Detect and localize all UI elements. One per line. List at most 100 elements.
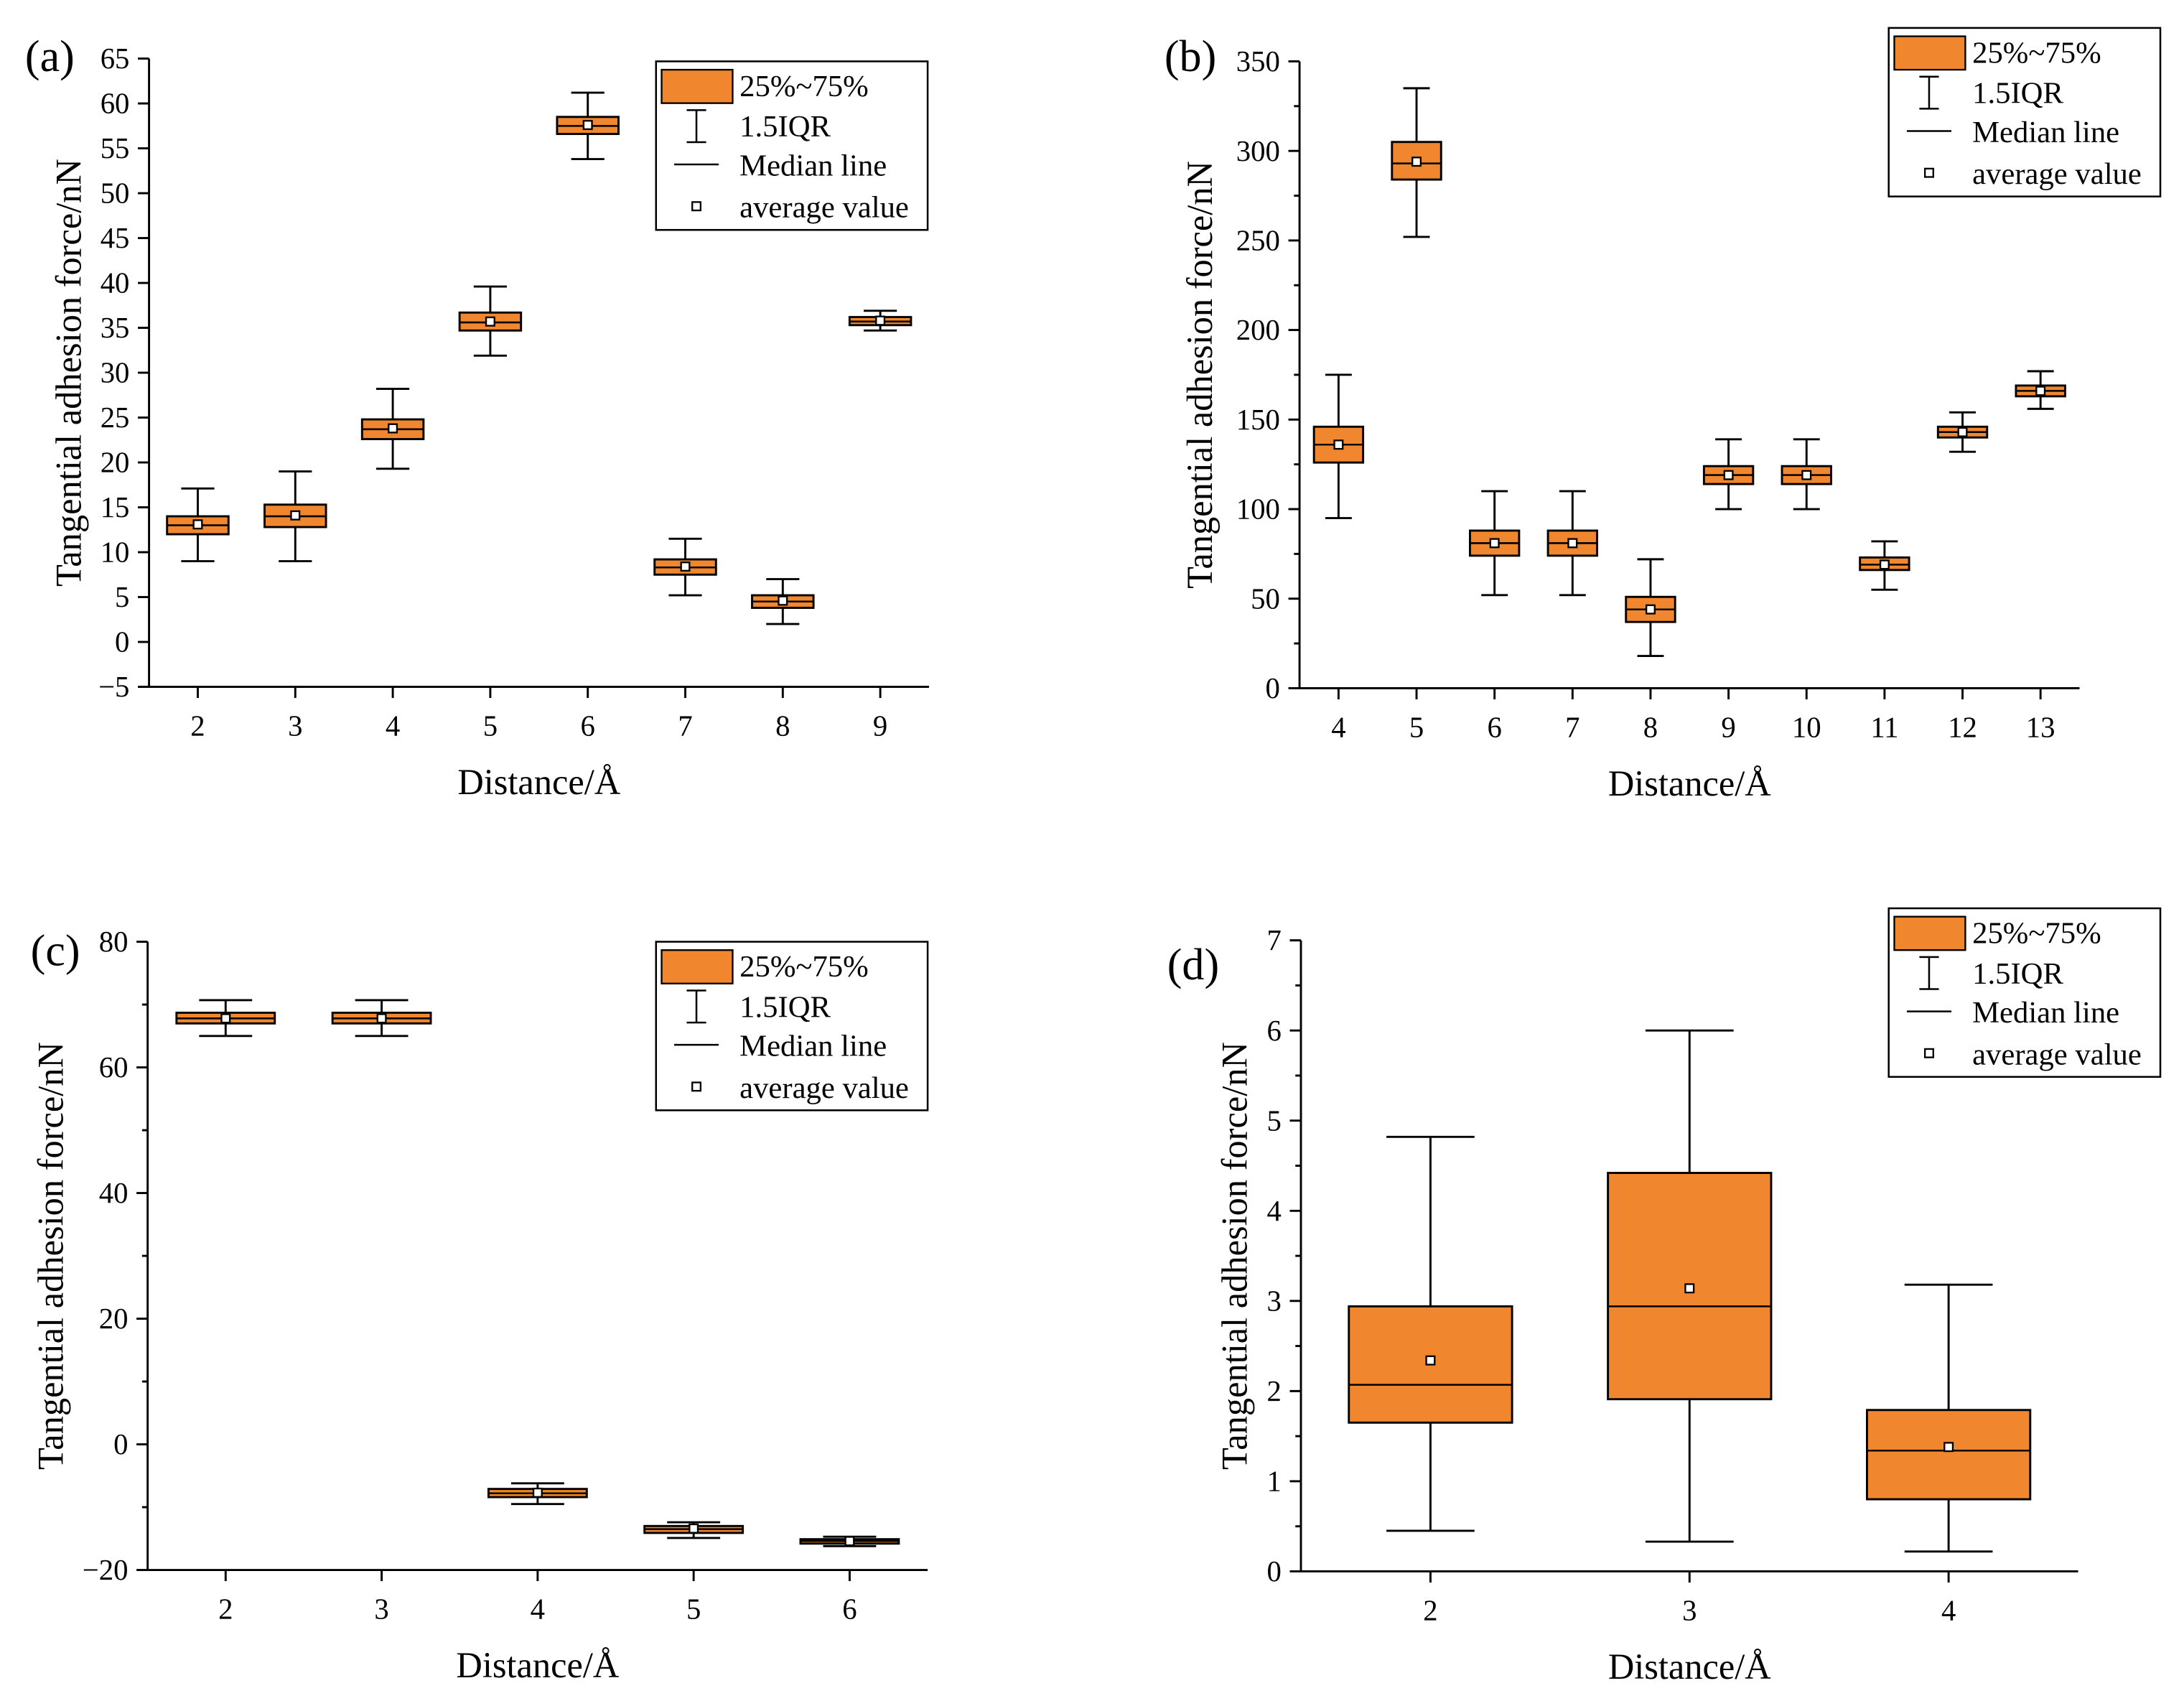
x-tick-label-b: 7 (1565, 711, 1579, 743)
x-tick-label-c: 6 (842, 1593, 857, 1625)
y-tick-label-d: 0 (1266, 1555, 1281, 1588)
legend-label-whisker-c: 1.5IQR (739, 990, 831, 1024)
legend-label-box-d: 25%~75% (1972, 917, 2101, 951)
y-tick-label-a: 30 (101, 357, 130, 389)
legend-label-mean-d: average value (1972, 1038, 2142, 1071)
panel-label-b: (b) (1165, 32, 1216, 81)
mean-marker-c-6 (844, 1536, 855, 1547)
mean-marker-b-4 (1333, 439, 1344, 450)
x-tick-label-a: 9 (873, 709, 887, 742)
legend-label-box-b: 25%~75% (1972, 36, 2101, 70)
mean-marker-b-8 (1645, 604, 1656, 615)
mean-marker-a-9 (875, 315, 886, 326)
y-tick-label-a: 50 (101, 177, 130, 210)
y-tick-label-c: 80 (99, 926, 129, 958)
y-axis-title-c: Tangential adhesion force/nN (30, 1042, 70, 1470)
legend-mean-symbol-a (691, 201, 702, 212)
mean-marker-a-3 (290, 510, 301, 521)
y-tick-label-b: 250 (1236, 224, 1280, 256)
y-tick-label-c: 20 (99, 1302, 129, 1335)
box-plot-b-12 (1936, 411, 1989, 453)
y-tick-label-a: 60 (101, 88, 130, 120)
legend-label-whisker-b: 1.5IQR (1972, 77, 2063, 111)
y-tick-label-d: 4 (1266, 1195, 1281, 1227)
y-tick-label-b: 150 (1236, 404, 1280, 436)
box-plot-b-5 (1391, 87, 1442, 238)
box-plot-c-4 (487, 1482, 588, 1506)
legend-label-median-c: Median line (739, 1030, 887, 1063)
box-plot-b-7 (1546, 490, 1598, 597)
y-axis-title-d: Tangential adhesion force/nN (1214, 1042, 1254, 1470)
y-tick-label-b: 200 (1236, 314, 1280, 346)
y-tick-label-c: 60 (99, 1051, 129, 1083)
x-tick-label-c: 3 (374, 1593, 388, 1625)
box-plot-d-3 (1607, 1029, 1773, 1543)
box-plot-b-10 (1781, 438, 1832, 511)
y-tick-label-a: 20 (101, 447, 130, 479)
y-tick-label-a: 35 (101, 312, 130, 344)
box-plot-b-11 (1859, 540, 1910, 591)
box-plot-a-7 (653, 537, 717, 597)
y-tick-label-a: 0 (115, 626, 129, 658)
mean-marker-d-2 (1425, 1355, 1436, 1366)
y-tick-label-d: 7 (1266, 924, 1281, 956)
x-tick-label-a: 8 (775, 709, 790, 742)
y-tick-label-d: 1 (1266, 1465, 1281, 1498)
mean-marker-b-9 (1723, 470, 1734, 480)
mean-marker-c-2 (220, 1013, 231, 1024)
y-tick-label-d: 6 (1266, 1015, 1281, 1047)
x-tick-label-d: 3 (1682, 1594, 1697, 1626)
y-tick-label-a: 45 (101, 222, 130, 254)
legend-label-mean-c: average value (739, 1071, 909, 1105)
x-axis-title-b: Distance/Å (1608, 763, 1771, 803)
y-tick-label-d: 3 (1266, 1285, 1281, 1317)
box-plot-d-2 (1348, 1135, 1513, 1532)
mean-marker-a-4 (388, 423, 398, 434)
x-tick-label-b: 8 (1643, 711, 1658, 743)
box-plot-a-8 (751, 578, 815, 625)
legend-swatch-box-b (1893, 35, 1966, 71)
x-tick-label-a: 4 (386, 709, 400, 742)
box-plot-c-6 (799, 1535, 900, 1547)
y-tick-label-b: 350 (1236, 45, 1280, 78)
mean-marker-b-5 (1411, 157, 1422, 167)
box-plot-a-4 (360, 388, 425, 470)
x-axis-title-c: Distance/Å (456, 1645, 619, 1685)
mean-marker-a-7 (680, 561, 691, 572)
x-tick-label-a: 7 (678, 709, 692, 742)
iqr-box-d-4 (1866, 1409, 2032, 1501)
legend-label-whisker-d: 1.5IQR (1972, 957, 2063, 991)
y-axis-title-a: Tangential adhesion force/nN (49, 159, 89, 587)
box-plot-c-3 (331, 999, 432, 1038)
x-tick-label-b: 9 (1721, 711, 1735, 743)
mean-marker-a-8 (778, 595, 788, 606)
y-tick-label-b: 50 (1251, 582, 1280, 615)
x-tick-label-a: 5 (483, 709, 498, 742)
y-tick-label-d: 2 (1266, 1375, 1281, 1407)
x-tick-label-a: 2 (190, 709, 205, 742)
box-plot-a-6 (556, 91, 620, 161)
mean-marker-c-4 (532, 1487, 543, 1498)
x-tick-label-a: 6 (581, 709, 595, 742)
legend-label-box-a: 25%~75% (739, 70, 869, 103)
x-axis-title-a: Distance/Å (457, 762, 620, 802)
legend-label-median-a: Median line (739, 149, 887, 183)
mean-marker-d-3 (1684, 1283, 1695, 1294)
y-tick-label-a: 15 (101, 491, 130, 523)
legend-b: 25%~75% 1.5IQR Median line average value (1887, 27, 2162, 197)
panel-label-d: (d) (1167, 941, 1219, 989)
x-tick-label-b: 5 (1409, 711, 1424, 743)
x-tick-label-b: 6 (1487, 711, 1501, 743)
mean-marker-d-4 (1943, 1442, 1954, 1453)
y-tick-label-a: 5 (115, 581, 129, 613)
mean-marker-b-12 (1957, 427, 1968, 437)
box-plot-b-6 (1468, 490, 1521, 597)
box-plot-b-4 (1312, 373, 1365, 519)
panel-b: (b) 0 50 100 150 200 250 300 350 4 5 6 7 8 9 10 11 12 13 Ta… (1165, 27, 2162, 803)
x-tick-label-b: 12 (1948, 711, 1977, 743)
box-plot-b-8 (1625, 558, 1676, 658)
panel-c: (c) −20 0 20 40 60 80 2 3 4 5 6 Tangential adhesion … (30, 926, 929, 1685)
legend-label-whisker-a: 1.5IQR (739, 110, 831, 144)
x-tick-label-d: 4 (1941, 1594, 1956, 1626)
y-tick-label-a: 65 (101, 42, 130, 75)
